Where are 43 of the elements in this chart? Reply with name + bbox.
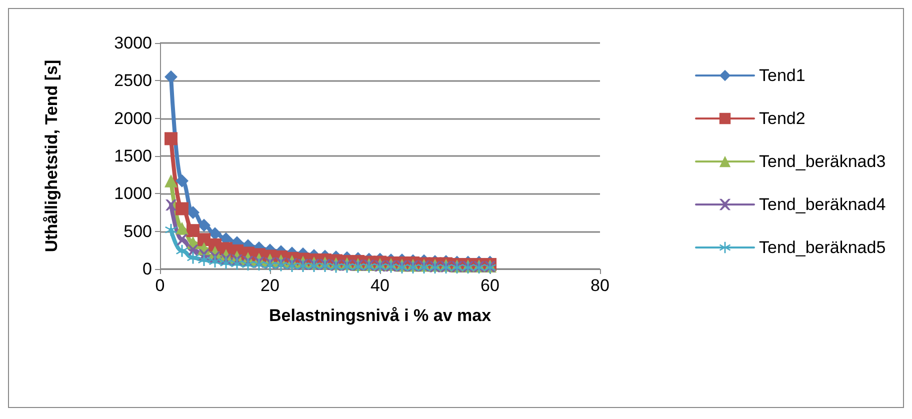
point bbox=[220, 256, 232, 269]
point bbox=[176, 244, 188, 257]
y-tick-label: 0 bbox=[142, 260, 152, 278]
point bbox=[165, 224, 177, 236]
y-tick-label: 500 bbox=[124, 222, 152, 241]
x-tick-label: 60 bbox=[480, 276, 500, 295]
x-tick-label: 40 bbox=[370, 276, 390, 295]
point bbox=[253, 258, 265, 270]
point bbox=[176, 174, 188, 188]
point bbox=[164, 174, 178, 188]
point bbox=[186, 224, 200, 238]
point bbox=[242, 258, 254, 270]
point bbox=[176, 222, 188, 235]
y-tick-label: 2500 bbox=[114, 71, 152, 90]
y-tick-label: 1500 bbox=[114, 146, 152, 166]
legend-label: Tend2 bbox=[759, 109, 806, 128]
point bbox=[209, 255, 221, 268]
point bbox=[176, 234, 188, 246]
point bbox=[198, 254, 210, 266]
legend-label: Tend1 bbox=[759, 66, 806, 85]
x-tick-label: 20 bbox=[260, 276, 280, 295]
point bbox=[166, 199, 176, 210]
y-axis-title: Uthållighetstid, Tend [s] bbox=[42, 60, 61, 252]
point bbox=[176, 202, 188, 216]
legend-label: Tend_beräknad4 bbox=[759, 195, 886, 214]
x-axis-title: Belastningsnivå i % av max bbox=[268, 306, 492, 325]
y-tick-label: 3000 bbox=[114, 34, 152, 52]
y-tick-label: 2000 bbox=[114, 108, 152, 128]
point bbox=[164, 132, 178, 146]
point bbox=[286, 260, 298, 272]
y-tick-label: 1000 bbox=[114, 184, 152, 204]
point bbox=[275, 259, 287, 272]
point bbox=[187, 252, 199, 264]
x-tick-label: 0 bbox=[155, 276, 165, 295]
x-tick-label: 80 bbox=[590, 276, 610, 295]
point bbox=[208, 227, 222, 240]
point bbox=[164, 70, 178, 84]
point bbox=[231, 258, 243, 270]
legend-label: Tend_beräknad3 bbox=[759, 152, 886, 171]
point bbox=[188, 244, 198, 256]
legend-label: Tend_beräknad5 bbox=[759, 238, 886, 257]
point bbox=[198, 218, 210, 232]
point bbox=[264, 259, 276, 272]
